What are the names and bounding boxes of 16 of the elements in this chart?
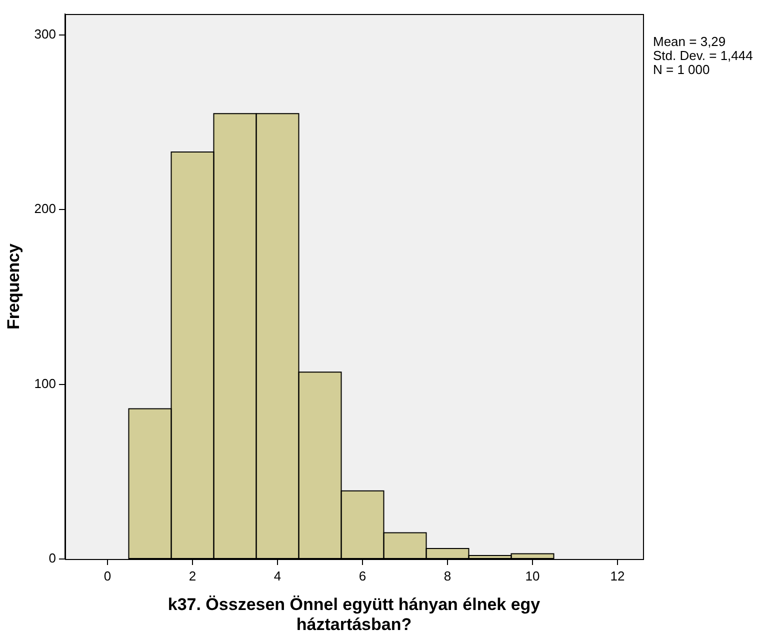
x-tick-label: 8 <box>444 568 452 584</box>
y-axis-title: Frequency <box>4 242 23 330</box>
text: Mean = 3,29 <box>653 34 726 50</box>
y-tick-label: 300 <box>34 26 56 42</box>
x-tick-label: 4 <box>274 568 282 584</box>
y-tick-label: 0 <box>48 550 56 566</box>
text: N = 1 000 <box>653 62 710 78</box>
y-tick-label: 100 <box>34 376 56 391</box>
text: Std. Dev. = 1,444 <box>653 48 753 64</box>
x-axis-title: k37. Összesen Önnel együtt hányan élnek egy háztartásban? <box>168 595 541 634</box>
x-tick-label: 10 <box>525 568 540 584</box>
x-tick-label: 0 <box>104 568 112 584</box>
x-tick-label: 2 <box>188 568 196 584</box>
x-tick-label: 12 <box>610 568 625 584</box>
y-tick-label: 200 <box>34 201 56 216</box>
x-tick-label: 6 <box>358 568 366 584</box>
